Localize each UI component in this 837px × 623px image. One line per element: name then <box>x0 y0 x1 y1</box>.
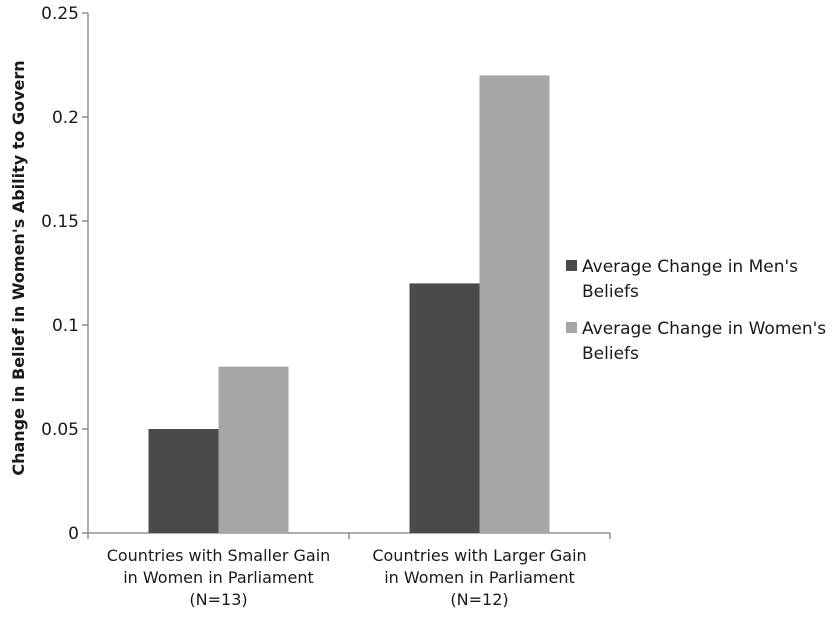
x-axis-category-labels: Countries with Smaller Gain in Women in P… <box>107 546 587 609</box>
y-tick-label: 0.15 <box>41 212 79 232</box>
bar-men-1 <box>148 429 219 533</box>
legend: Average Change in Men's Beliefs Average Ch… <box>566 257 826 364</box>
bars <box>148 75 550 534</box>
legend-swatch-men <box>566 260 577 271</box>
y-tick-label: 0.2 <box>52 108 79 128</box>
y-tick-label: 0.25 <box>41 4 79 24</box>
y-axis-title-group: Change in Belief in Women's Ability to G… <box>9 60 28 475</box>
y-axis-ticks: 0 0.05 0.1 0.15 0.2 0.25 <box>41 4 88 544</box>
y-tick-label: 0.1 <box>52 316 79 336</box>
legend-label: Average Change in Men's <box>582 257 798 277</box>
legend-swatch-women <box>566 322 577 333</box>
y-tick-label: 0 <box>68 524 79 544</box>
x-category-label: in Women in Parliament <box>384 568 575 587</box>
x-category-label: Countries with Larger Gain <box>372 546 586 565</box>
bar-women-1 <box>218 366 289 533</box>
y-axis-title: Change in Belief in Women's Ability to G… <box>9 60 28 475</box>
legend-label: Average Change in Women's <box>582 319 826 339</box>
legend-label: Beliefs <box>582 344 639 364</box>
x-category-label: in Women in Parliament <box>123 568 314 587</box>
bar-men-2 <box>409 283 480 533</box>
bar-women-2 <box>479 75 550 534</box>
x-category-label: (N=12) <box>450 590 508 609</box>
y-tick-label: 0.05 <box>41 420 79 440</box>
x-category-label: (N=13) <box>189 590 247 609</box>
legend-label: Beliefs <box>582 282 639 302</box>
x-category-label: Countries with Smaller Gain <box>107 546 331 565</box>
